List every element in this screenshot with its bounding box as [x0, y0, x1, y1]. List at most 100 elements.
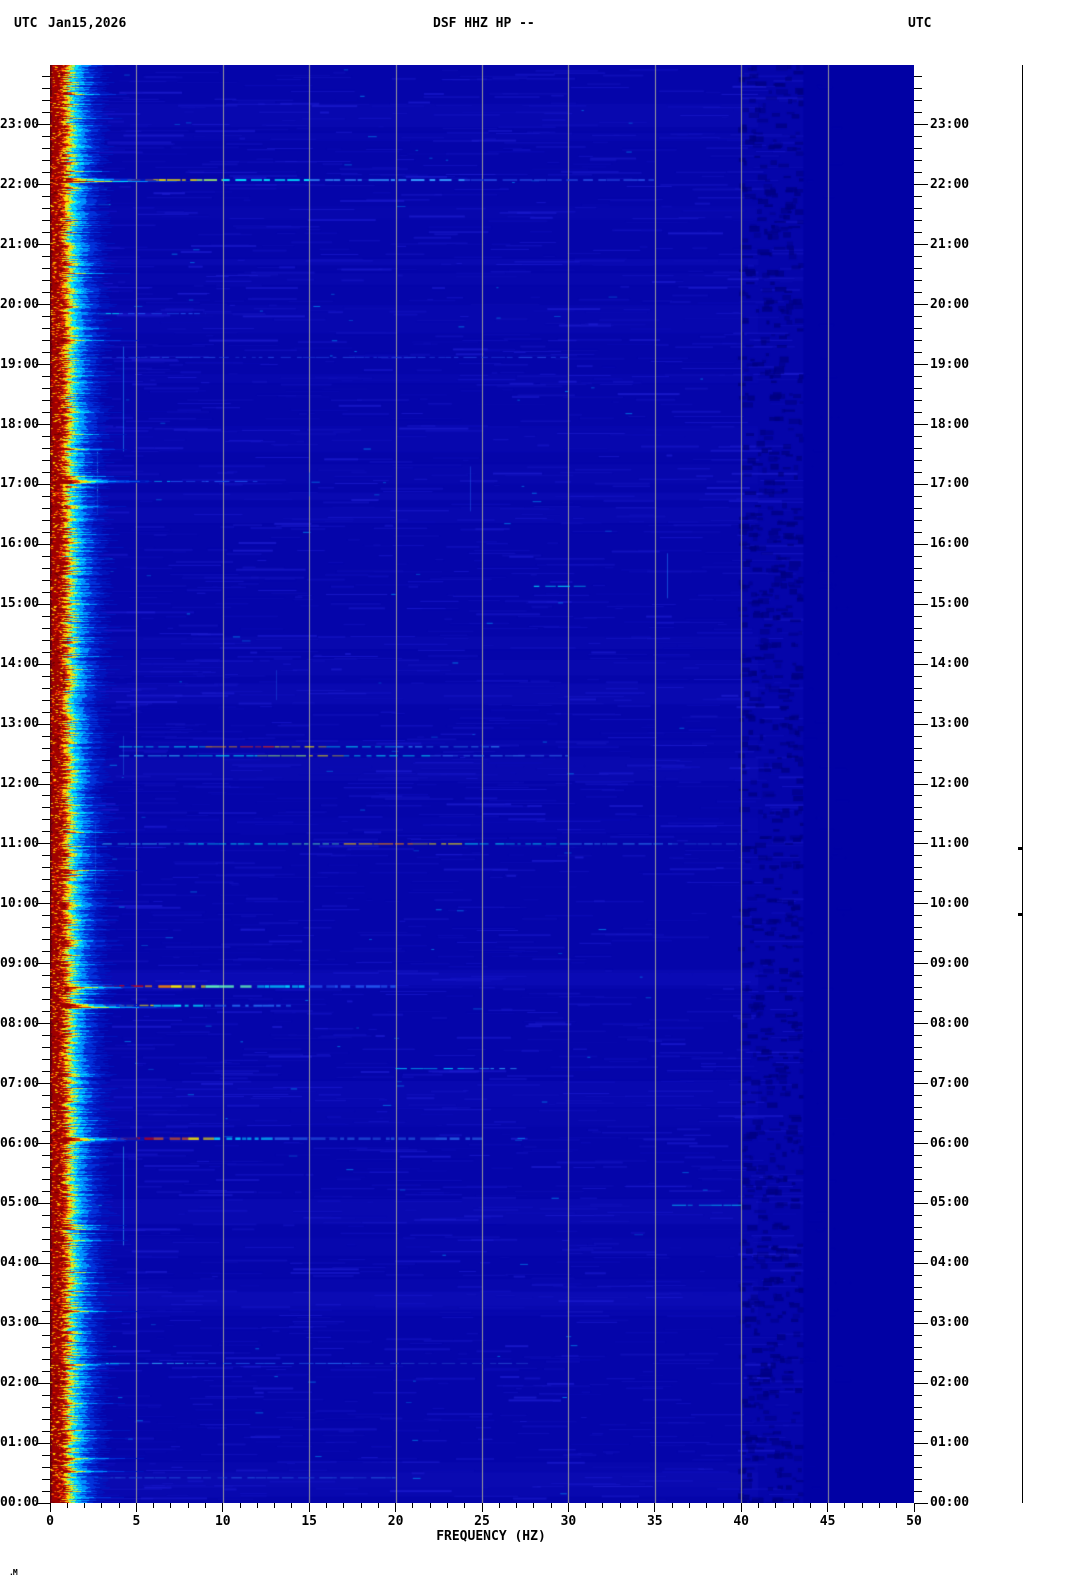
y-minor-tick-left: [42, 1466, 50, 1468]
y-major-tick-left: [36, 1262, 50, 1264]
y-minor-tick-right: [914, 639, 922, 641]
y-minor-tick-left: [42, 939, 50, 941]
y-hour-label-right: 17:00: [930, 476, 970, 492]
y-minor-tick-right: [914, 232, 922, 234]
y-minor-tick-right: [914, 88, 922, 90]
y-minor-tick-right: [914, 1298, 922, 1300]
y-minor-tick-right: [914, 376, 922, 378]
y-major-tick-left: [36, 364, 50, 366]
x-minor-tick: [256, 1503, 258, 1508]
y-minor-tick-right: [914, 208, 922, 210]
y-minor-tick-left: [42, 699, 50, 701]
y-minor-tick-left: [42, 112, 50, 114]
y-hour-label-right: 12:00: [930, 776, 970, 791]
y-minor-tick-right: [914, 795, 922, 797]
y-major-tick-left: [36, 1382, 50, 1384]
x-minor-tick: [446, 1503, 448, 1508]
x-axis-title: FREQUENCY (HZ): [436, 1529, 546, 1544]
x-minor-tick: [118, 1503, 120, 1508]
y-minor-tick-left: [42, 1310, 50, 1312]
y-hour-label-right: 15:00: [930, 596, 970, 612]
y-minor-tick-left: [42, 819, 50, 821]
y-minor-tick-left: [42, 412, 50, 414]
y-minor-tick-right: [914, 292, 922, 294]
y-minor-tick-left: [42, 675, 50, 677]
x-minor-tick: [533, 1503, 535, 1508]
y-minor-tick-left: [42, 1358, 50, 1360]
y-minor-tick-right: [914, 591, 922, 593]
x-major-tick: [135, 1503, 137, 1512]
y-minor-tick-left: [42, 1298, 50, 1300]
y-major-tick-left: [36, 124, 50, 126]
y-minor-tick-left: [42, 1478, 50, 1480]
y-minor-tick-right: [914, 495, 922, 497]
y-minor-tick-left: [42, 1370, 50, 1372]
y-hour-label-right: 18:00: [930, 416, 970, 432]
y-minor-tick-left: [42, 1047, 50, 1049]
y-minor-tick-left: [42, 388, 50, 390]
y-minor-tick-left: [42, 639, 50, 641]
y-major-tick-right: [914, 1202, 928, 1204]
y-major-tick-left: [36, 543, 50, 545]
y-hour-label-right: 20:00: [930, 296, 970, 312]
y-hour-label-left: 14:00: [0, 656, 40, 672]
y-major-tick-left: [36, 603, 50, 605]
y-minor-tick-left: [42, 987, 50, 989]
x-minor-tick: [671, 1503, 673, 1508]
y-minor-tick-right: [914, 555, 922, 557]
y-minor-tick-left: [42, 1238, 50, 1240]
y-hour-label-right: 13:00: [930, 716, 970, 732]
y-minor-tick-right: [914, 1071, 922, 1073]
y-minor-tick-right: [914, 148, 922, 150]
y-major-tick-right: [914, 1382, 928, 1384]
y-minor-tick-left: [42, 891, 50, 893]
y-major-tick-left: [36, 1023, 50, 1025]
y-minor-tick-right: [914, 1454, 922, 1456]
y-minor-tick-right: [914, 531, 922, 533]
y-minor-tick-left: [42, 220, 50, 222]
y-minor-tick-right: [914, 435, 922, 437]
y-minor-tick-right: [914, 388, 922, 390]
x-tick-label: 5: [132, 1514, 141, 1529]
y-minor-tick-left: [42, 1178, 50, 1180]
y-hour-label-left: 09:00: [0, 955, 40, 971]
x-minor-tick: [844, 1503, 846, 1508]
x-major-tick: [913, 1503, 915, 1512]
x-minor-tick: [775, 1503, 777, 1508]
y-major-tick-left: [36, 723, 50, 725]
y-minor-tick-left: [42, 807, 50, 809]
y-minor-tick-right: [914, 891, 922, 893]
y-minor-tick-left: [42, 855, 50, 857]
y-minor-tick-right: [914, 687, 922, 689]
y-minor-tick-left: [42, 771, 50, 773]
y-major-tick-left: [36, 1202, 50, 1204]
y-minor-tick-right: [914, 699, 922, 701]
y-minor-tick-right: [914, 1238, 922, 1240]
x-major-tick: [481, 1503, 483, 1512]
y-minor-tick-left: [42, 1274, 50, 1276]
y-minor-tick-left: [42, 687, 50, 689]
y-minor-tick-left: [42, 1035, 50, 1037]
y-minor-tick-left: [42, 76, 50, 78]
y-major-tick-right: [914, 1143, 928, 1144]
y-minor-tick-left: [42, 1214, 50, 1216]
y-minor-tick-right: [914, 268, 922, 270]
y-minor-tick-left: [42, 831, 50, 833]
y-minor-tick-left: [42, 232, 50, 234]
x-minor-tick: [516, 1503, 518, 1508]
y-minor-tick-right: [914, 651, 922, 653]
y-hour-label-left: 07:00: [0, 1075, 40, 1091]
y-minor-tick-right: [914, 951, 922, 953]
y-minor-tick-left: [42, 280, 50, 282]
y-major-tick-left: [36, 1322, 50, 1324]
y-minor-tick-right: [914, 196, 922, 198]
y-major-tick-left: [36, 1083, 50, 1085]
y-major-tick-left: [36, 903, 50, 905]
y-minor-tick-left: [42, 555, 50, 557]
y-minor-tick-left: [42, 1346, 50, 1348]
y-minor-tick-right: [914, 1310, 922, 1312]
y-minor-tick-right: [914, 927, 922, 929]
y-major-tick-right: [914, 723, 928, 725]
y-minor-tick-left: [42, 615, 50, 617]
y-hour-label-left: 04:00: [0, 1255, 40, 1271]
